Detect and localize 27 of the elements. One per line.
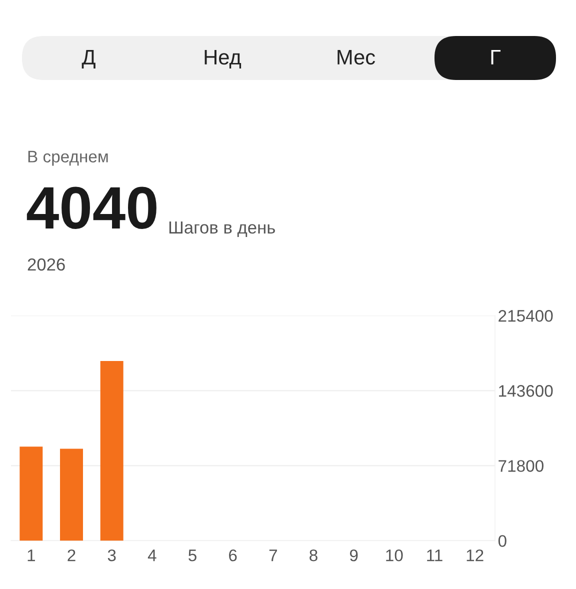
x-tick-label: 11	[427, 550, 442, 562]
x-tick-label: 5	[188, 550, 196, 562]
x-tick-label: 1	[28, 550, 35, 562]
x-tick-label: 10	[386, 549, 403, 562]
text: В среднем	[28, 150, 108, 166]
x-tick-label: 2	[68, 549, 76, 562]
x-tick-label: 6	[229, 549, 237, 562]
bar	[60, 448, 83, 541]
x-tick-label: 9	[350, 549, 358, 562]
y-tick-label: 71800	[498, 460, 544, 472]
text: Д	[82, 50, 96, 69]
text: Нед	[204, 50, 242, 69]
x-tick-label: 4	[148, 550, 156, 562]
chart-title: 4040	[26, 186, 156, 230]
y-tick-label: 143600	[499, 385, 553, 397]
x-tick-label: 7	[269, 550, 277, 562]
y-tick-label: 0	[498, 535, 506, 547]
text: 2026	[28, 258, 65, 271]
x-tick-label: 8	[310, 549, 318, 562]
text: Мес	[338, 50, 375, 65]
text: Г	[491, 50, 501, 64]
y-tick-label: 215400	[498, 310, 553, 322]
x-tick-label: 12	[466, 549, 484, 562]
x-tick-label: 3	[108, 549, 116, 562]
bar	[20, 446, 43, 541]
bar	[100, 360, 124, 541]
text: Шагов в день	[169, 222, 275, 237]
